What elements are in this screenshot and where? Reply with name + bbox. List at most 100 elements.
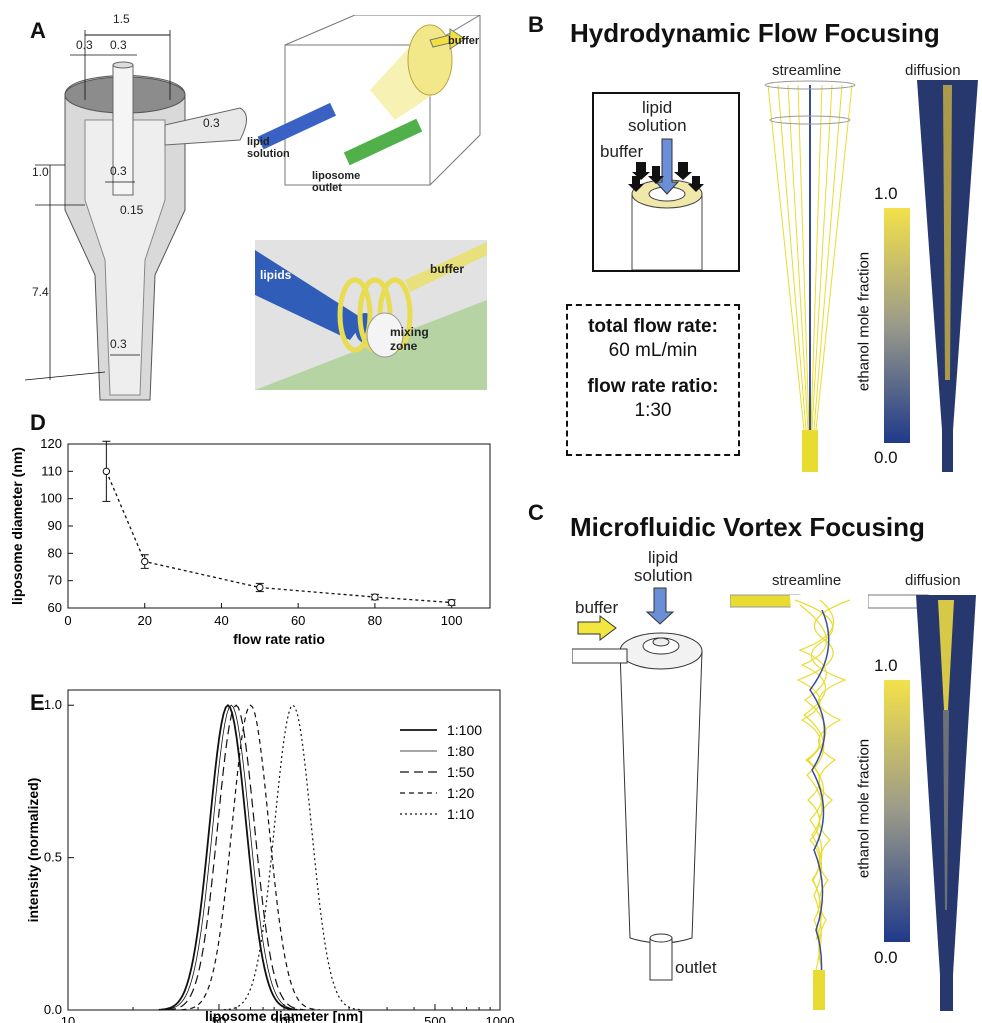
hff-inset-drawing (628, 138, 704, 271)
chart-e-xtick-label: 1000 (486, 1014, 515, 1023)
chart-d-ytick-label: 60 (48, 600, 62, 615)
hff-streamline-label: streamline (772, 62, 842, 79)
chart-d-point (371, 593, 379, 601)
hff-inset-box: lipid solution buffer (592, 92, 740, 272)
dim-1-0: 1.0 (32, 165, 49, 179)
chart-e-xtick-label: 100 (273, 1014, 295, 1023)
chart-d-ytick-label: 70 (48, 573, 62, 588)
chart-e-xtick-label: 50 (212, 1014, 226, 1023)
mvf-diffusion-label: diffusion (905, 572, 961, 589)
hff-inset-solution: solution (628, 116, 687, 135)
label-outlet-3d: outlet (312, 182, 342, 194)
chart-d-ytick-label: 90 (48, 518, 62, 533)
flow-parameters-box: total flow rate: 60 mL/min flow rate rat… (566, 304, 740, 456)
chart-d-point (447, 598, 456, 607)
mvf-colorbar-max: 1.0 (874, 656, 898, 675)
dim-0-3-b: 0.3 (110, 38, 127, 52)
hff-inset-buffer: buffer (600, 142, 644, 161)
chart-e-series-line (223, 704, 363, 1011)
mvf-lipid-label: lipid (648, 548, 679, 567)
chart-e-series-line (181, 704, 320, 1011)
mvf-outlet-label: outlet (675, 958, 717, 977)
chart-e-ytick-label: 0.5 (44, 850, 62, 865)
hff-colorbar-min: 0.0 (874, 448, 898, 467)
panel-b-title: Hydrodynamic Flow Focusing (570, 18, 940, 48)
label-liposome-3d: liposome (312, 170, 361, 182)
dim-7-4: 7.4 (32, 285, 49, 299)
chart-d-series-line (105, 471, 452, 604)
chart-d-flow-rate-vs-diameter: 0 20 40 60 80 100 60 70 80 90 100 110 120 flow rate r… (9, 436, 491, 647)
mvf-diffusion-sim (868, 594, 976, 1011)
chart-d-ytick-label: 100 (40, 491, 62, 506)
dim-0-3-c: 0.3 (203, 116, 220, 130)
dim-0-15: 0.15 (120, 203, 144, 217)
dim-0-3-e: 0.3 (110, 337, 127, 351)
chart-d-point (102, 467, 111, 476)
chart-d-xtick-label: 60 (291, 613, 305, 628)
chart-e-ytick-label: 0.0 (44, 1002, 62, 1017)
panel-c-title: Microfluidic Vortex Focusing (570, 512, 925, 542)
chart-d-ytick-label: 120 (40, 436, 62, 451)
chart-e-legend-label: 1:10 (447, 806, 474, 822)
chart-e-legend-label: 1:50 (447, 764, 474, 780)
panel-c-label: C (528, 500, 544, 525)
chart-e-xtick-label: 10 (61, 1014, 75, 1023)
dim-1-5: 1.5 (113, 12, 130, 26)
total-flow-rate-label: total flow rate: (588, 316, 718, 337)
chart-d-xtick-label: 80 (368, 613, 382, 628)
panel-e-label: E (30, 690, 45, 715)
dim-0-3-a: 0.3 (76, 38, 93, 52)
chart-e-ylabel: intensity (normalized) (25, 778, 41, 923)
mvf-colorbar-title: ethanol mole fraction (855, 738, 873, 879)
chart-d-xtick-label: 40 (214, 613, 228, 628)
flow-rate-ratio-value: 1:30 (634, 400, 672, 421)
mvf-colorbar (884, 680, 910, 942)
hff-inset-lipid: lipid (642, 98, 673, 117)
hff-colorbar (884, 208, 910, 443)
mvf-streamline-sim (730, 594, 855, 1010)
chart-d-ytick-label: 110 (41, 463, 62, 478)
label-buffer-3d: buffer (448, 35, 480, 47)
hff-colorbar-title: ethanol mole fraction (855, 251, 873, 392)
chart-d-point (256, 583, 264, 592)
panel-b-label: B (528, 12, 544, 37)
cyclone-mixer-dimension-drawing (25, 30, 247, 401)
chart-d-xtick-label: 0 (64, 613, 71, 628)
panel-a-label: A (30, 18, 46, 43)
mvf-buffer-label: buffer (575, 598, 619, 617)
label-mixing: mixing (390, 325, 429, 339)
chart-e-legend-label: 1:20 (447, 785, 474, 801)
mvf-colorbar-min: 0.0 (874, 948, 898, 967)
hff-diffusion-label: diffusion (905, 62, 961, 79)
total-flow-rate-value: 60 mL/min (608, 340, 698, 361)
hff-diffusion-sim (917, 80, 978, 472)
label-lipid-3d: lipid (247, 136, 270, 148)
hff-streamline-sim (764, 80, 856, 472)
chart-e-series-line (162, 704, 301, 1011)
panel-d-label: D (30, 410, 46, 435)
chart-e-xlabel: liposome diameter [nm] (205, 1008, 363, 1023)
chart-d-xtick-label: 20 (137, 613, 151, 628)
label-zone: zone (390, 339, 418, 353)
chart-e-series-line (158, 703, 298, 1011)
chart-d-ylabel: liposome diameter (nm) (9, 447, 25, 605)
chart-e-legend-label: 1:100 (447, 722, 482, 738)
mixing-zone-render (255, 240, 487, 390)
chart-d-ytick-label: 80 (48, 545, 62, 560)
hff-colorbar-max: 1.0 (874, 184, 898, 203)
mvf-solution-label: solution (634, 566, 693, 585)
chart-d-xlabel: flow rate ratio (233, 631, 325, 647)
chart-d-xtick-label: 100 (441, 613, 463, 628)
dim-0-3-d: 0.3 (110, 164, 127, 178)
chart-d-point (141, 557, 149, 566)
flow-rate-ratio-label: flow rate ratio: (587, 376, 719, 397)
mvf-device-drawing (572, 587, 703, 981)
label-buffer-render: buffer (430, 262, 464, 276)
label-solution-3d: solution (247, 148, 290, 160)
chart-e-legend-label: 1:80 (447, 743, 474, 759)
chart-e-xtick-label: 500 (424, 1014, 446, 1023)
chart-e-series-line (166, 704, 306, 1011)
mixer-3d-schematic (257, 15, 481, 186)
chart-d-frame (67, 443, 491, 609)
label-lipids: lipids (260, 268, 292, 282)
